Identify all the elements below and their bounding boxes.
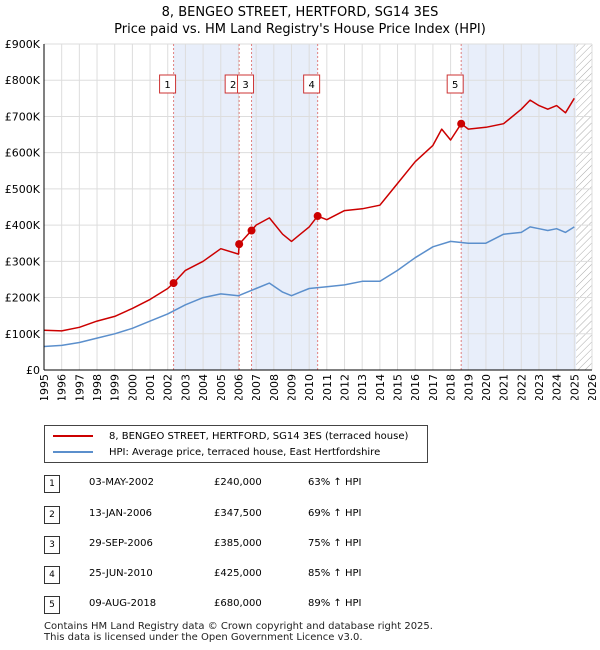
x-tick-label: 2006 — [232, 374, 245, 400]
transaction-price: £680,000 — [214, 598, 262, 609]
shaded-band — [173, 44, 240, 370]
x-tick-label: 2021 — [498, 374, 511, 400]
x-tick-label: 1997 — [73, 374, 86, 400]
shaded-band — [251, 44, 318, 370]
x-tick-label: 2019 — [462, 374, 475, 400]
transaction-hpi: 89% ↑ HPI — [308, 598, 362, 609]
shaded-band — [461, 44, 577, 370]
x-tick-label: 2022 — [515, 374, 528, 400]
transaction-price: £385,000 — [214, 538, 262, 549]
marker-box-3 — [237, 74, 255, 94]
transaction-hpi: 69% ↑ HPI — [308, 508, 362, 519]
sale-point-3 — [247, 226, 256, 235]
x-tick-label: 2026 — [586, 374, 599, 400]
legend-swatch-hpi — [53, 451, 93, 453]
marker-box-4 — [303, 74, 321, 94]
x-tick-label: 2010 — [303, 374, 316, 400]
transaction-date: 29-SEP-2006 — [89, 538, 153, 549]
marker-box-5 — [446, 74, 464, 94]
legend-item-hpi: HPI: Average price, terraced house, East… — [53, 445, 380, 459]
y-tick-label: £500K — [5, 183, 41, 196]
x-tick-label: 2011 — [321, 374, 334, 400]
x-tick-label: 2005 — [215, 374, 228, 400]
marker-label-4: 4 — [308, 80, 314, 91]
x-tick-label: 2015 — [392, 374, 405, 400]
transaction-number-badge: 1 — [44, 475, 60, 493]
y-tick-label: £700K — [5, 110, 41, 123]
transaction-price: £347,500 — [214, 508, 262, 519]
footer-copyright: Contains HM Land Registry data © Crown c… — [44, 621, 433, 632]
x-tick-label: 2016 — [409, 374, 422, 400]
y-tick-label: £300K — [5, 255, 41, 268]
x-tick-label: 2009 — [285, 374, 298, 400]
x-tick-label: 2002 — [162, 374, 175, 400]
table-row: 4 25-JUN-2010 £425,000 85% ↑ HPI — [44, 566, 404, 586]
x-tick-label: 2004 — [197, 374, 210, 400]
x-tick-label: 2013 — [356, 374, 369, 400]
transaction-number-badge: 5 — [44, 596, 60, 614]
x-tick-label: 2024 — [551, 374, 564, 400]
table-row: 5 09-AUG-2018 £680,000 89% ↑ HPI — [44, 596, 404, 616]
x-tick-label: 2014 — [374, 374, 387, 400]
transaction-date: 25-JUN-2010 — [89, 568, 153, 579]
sale-point-5 — [457, 119, 466, 128]
y-tick-label: £100K — [5, 328, 41, 341]
x-tick-label: 2023 — [533, 374, 546, 400]
x-tick-label: 2017 — [427, 374, 440, 400]
transaction-date: 13-JAN-2006 — [89, 508, 153, 519]
y-tick-label: £800K — [5, 74, 41, 87]
legend: 8, BENGEO STREET, HERTFORD, SG14 3ES (te… — [44, 425, 428, 463]
footer-licence: This data is licensed under the Open Gov… — [44, 632, 363, 643]
transaction-price: £240,000 — [214, 477, 262, 488]
y-tick-label: £200K — [5, 292, 41, 305]
x-tick-label: 2012 — [339, 374, 352, 400]
table-row: 1 03-MAY-2002 £240,000 63% ↑ HPI — [44, 475, 404, 495]
y-tick-label: £400K — [5, 219, 41, 232]
transaction-number-badge: 3 — [44, 536, 60, 554]
x-tick-label: 2007 — [250, 374, 263, 400]
legend-label-hpi: HPI: Average price, terraced house, East… — [109, 446, 381, 458]
property-price-line — [43, 97, 575, 332]
transaction-hpi: 85% ↑ HPI — [308, 568, 362, 579]
sale-point-1 — [169, 279, 178, 288]
x-tick-label: 2000 — [126, 374, 139, 400]
marker-label-3: 3 — [242, 80, 248, 91]
y-tick-label: £600K — [5, 147, 41, 160]
legend-label-property: 8, BENGEO STREET, HERTFORD, SG14 3ES (te… — [109, 430, 409, 442]
x-tick-label: 1998 — [91, 374, 104, 400]
transaction-number-badge: 4 — [44, 566, 60, 584]
transaction-number-badge: 2 — [44, 506, 60, 524]
transaction-date: 03-MAY-2002 — [89, 477, 155, 488]
sale-point-4 — [313, 212, 322, 221]
legend-item-property: 8, BENGEO STREET, HERTFORD, SG14 3ES (te… — [53, 429, 408, 443]
x-tick-label: 2008 — [268, 374, 281, 400]
x-tick-label: 2025 — [568, 374, 581, 400]
transaction-date: 09-AUG-2018 — [89, 598, 157, 609]
transaction-hpi: 63% ↑ HPI — [308, 477, 362, 488]
table-row: 2 13-JAN-2006 £347,500 69% ↑ HPI — [44, 506, 404, 526]
marker-box-1 — [159, 74, 177, 94]
x-tick-label: 1995 — [38, 374, 51, 400]
marker-label-2: 2 — [230, 80, 236, 91]
x-tick-label: 2001 — [144, 374, 157, 400]
marker-label-5: 5 — [452, 80, 458, 91]
marker-label-1: 1 — [164, 80, 170, 91]
y-tick-label: £0 — [26, 364, 40, 377]
y-tick-label: £900K — [5, 38, 41, 51]
legend-swatch-property — [53, 435, 93, 437]
x-tick-label: 2020 — [480, 374, 493, 400]
forecast-hatch — [576, 44, 592, 370]
x-tick-label: 1999 — [109, 374, 122, 400]
x-tick-label: 2003 — [179, 374, 192, 400]
transaction-price: £425,000 — [214, 568, 262, 579]
x-tick-label: 2018 — [445, 374, 458, 400]
sale-point-2 — [235, 240, 244, 249]
x-tick-label: 1996 — [56, 374, 69, 400]
chart-title-line1: 8, BENGEO STREET, HERTFORD, SG14 3ES — [161, 5, 439, 20]
transaction-hpi: 75% ↑ HPI — [308, 538, 362, 549]
hpi-line — [43, 226, 575, 348]
table-row: 3 29-SEP-2006 £385,000 75% ↑ HPI — [44, 536, 404, 556]
chart-title-line2: Price paid vs. HM Land Registry's House … — [114, 22, 486, 37]
